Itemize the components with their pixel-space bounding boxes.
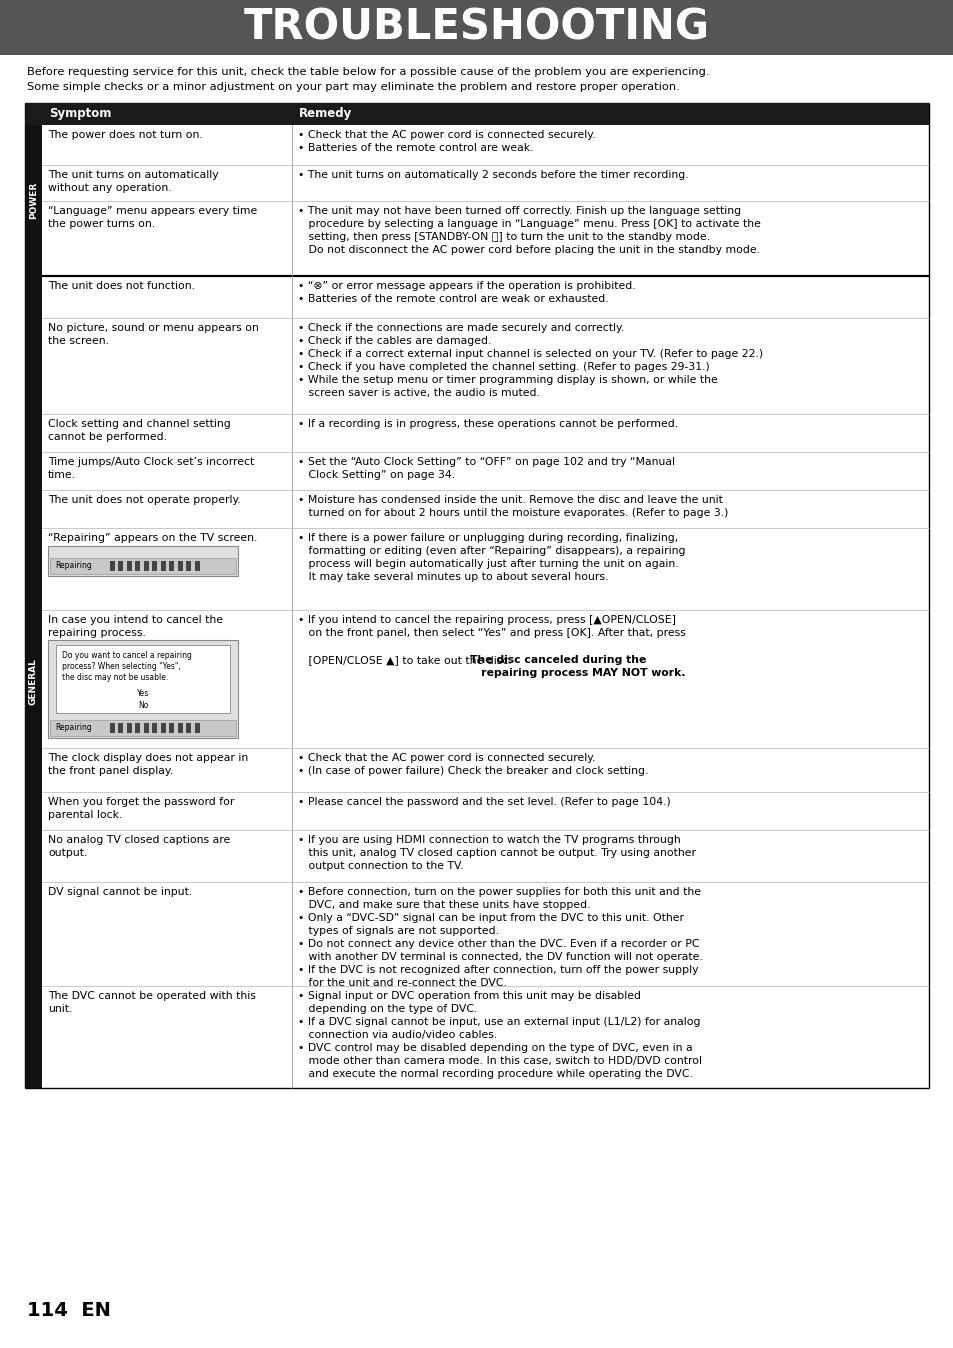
Text: The unit does not operate properly.: The unit does not operate properly. xyxy=(48,495,240,506)
Text: No: No xyxy=(137,701,148,709)
Bar xyxy=(50,720,235,736)
Bar xyxy=(152,723,157,733)
Bar xyxy=(161,723,166,733)
Text: Repairing: Repairing xyxy=(55,724,91,732)
Bar xyxy=(48,546,237,576)
Text: “Repairing” appears on the TV screen.: “Repairing” appears on the TV screen. xyxy=(48,532,257,543)
Text: • Moisture has condensed inside the unit. Remove the disc and leave the unit
   : • Moisture has condensed inside the unit… xyxy=(297,495,727,518)
Bar xyxy=(170,561,174,572)
Text: The DVC cannot be operated with this
unit.: The DVC cannot be operated with this uni… xyxy=(48,991,255,1014)
Bar xyxy=(178,561,183,572)
Text: The disc canceled during the
   repairing process MAY NOT work.: The disc canceled during the repairing p… xyxy=(470,655,685,678)
Text: POWER: POWER xyxy=(29,182,38,220)
Text: [OPEN/CLOSE ▲] to take out the disc.: [OPEN/CLOSE ▲] to take out the disc. xyxy=(297,655,515,665)
Bar xyxy=(50,558,235,574)
Text: TROUBLESHOOTING: TROUBLESHOOTING xyxy=(244,7,709,49)
Text: 114  EN: 114 EN xyxy=(27,1301,111,1320)
Text: • Set the “Auto Clock Setting” to “OFF” on page 102 and try “Manual
   Clock Set: • Set the “Auto Clock Setting” to “OFF” … xyxy=(297,457,675,480)
Bar xyxy=(178,723,183,733)
Text: Some simple checks or a minor adjustment on your part may eliminate the problem : Some simple checks or a minor adjustment… xyxy=(27,82,679,92)
Text: “Language” menu appears every time
the power turns on.: “Language” menu appears every time the p… xyxy=(48,206,257,229)
Text: Before requesting service for this unit, check the table below for a possible ca: Before requesting service for this unit,… xyxy=(27,67,709,77)
Bar xyxy=(194,723,200,733)
Text: • If there is a power failure or unplugging during recording, finalizing,
   for: • If there is a power failure or unplugg… xyxy=(297,532,685,582)
Text: Repairing: Repairing xyxy=(55,562,91,570)
Bar xyxy=(25,276,42,1088)
Text: • If you are using HDMI connection to watch the TV programs through
   this unit: • If you are using HDMI connection to wa… xyxy=(297,834,696,871)
Bar xyxy=(25,125,42,276)
Text: • Before connection, turn on the power supplies for both this unit and the
   DV: • Before connection, turn on the power s… xyxy=(297,887,702,988)
Bar xyxy=(110,723,115,733)
Text: Remedy: Remedy xyxy=(298,108,352,120)
Bar xyxy=(0,0,953,55)
Bar xyxy=(194,561,200,572)
Bar xyxy=(118,723,123,733)
Text: • Check that the AC power cord is connected securely.
• (In case of power failur: • Check that the AC power cord is connec… xyxy=(297,754,648,776)
Text: • Please cancel the password and the set level. (Refer to page 104.): • Please cancel the password and the set… xyxy=(297,797,670,807)
Text: • The unit may not have been turned off correctly. Finish up the language settin: • The unit may not have been turned off … xyxy=(297,206,760,255)
Text: When you forget the password for
parental lock.: When you forget the password for parenta… xyxy=(48,797,234,820)
Bar xyxy=(152,561,157,572)
Text: DV signal cannot be input.: DV signal cannot be input. xyxy=(48,887,193,896)
Bar xyxy=(135,723,140,733)
Text: The unit turns on automatically
without any operation.: The unit turns on automatically without … xyxy=(48,170,218,193)
Text: Clock setting and channel setting
cannot be performed.: Clock setting and channel setting cannot… xyxy=(48,419,231,442)
Bar xyxy=(161,561,166,572)
Text: Yes: Yes xyxy=(136,689,149,697)
Text: No picture, sound or menu appears on
the screen.: No picture, sound or menu appears on the… xyxy=(48,324,258,346)
Text: Time jumps/Auto Clock set’s incorrect
time.: Time jumps/Auto Clock set’s incorrect ti… xyxy=(48,457,254,480)
Text: • If you intend to cancel the repairing process, press [▲OPEN/CLOSE]
   on the f: • If you intend to cancel the repairing … xyxy=(297,615,685,651)
Text: Do you want to cancel a repairing
process? When selecting "Yes",
the disc may no: Do you want to cancel a repairing proces… xyxy=(62,651,192,682)
Bar xyxy=(25,102,928,125)
Text: In case you intend to cancel the
repairing process.: In case you intend to cancel the repairi… xyxy=(48,615,223,638)
Text: The clock display does not appear in
the front panel display.: The clock display does not appear in the… xyxy=(48,754,248,776)
Text: The unit does not function.: The unit does not function. xyxy=(48,280,194,291)
Bar xyxy=(48,640,237,737)
Bar xyxy=(170,723,174,733)
Bar xyxy=(118,561,123,572)
Text: • “⊗” or error message appears if the operation is prohibited.
• Batteries of th: • “⊗” or error message appears if the op… xyxy=(297,280,635,305)
Text: • Signal input or DVC operation from this unit may be disabled
   depending on t: • Signal input or DVC operation from thi… xyxy=(297,991,701,1080)
Bar xyxy=(186,561,192,572)
Bar xyxy=(56,644,230,713)
Text: GENERAL: GENERAL xyxy=(29,659,38,705)
Text: • Check if the connections are made securely and correctly.
• Check if the cable: • Check if the connections are made secu… xyxy=(297,324,762,398)
Text: • If a recording is in progress, these operations cannot be performed.: • If a recording is in progress, these o… xyxy=(297,419,678,429)
Bar xyxy=(127,723,132,733)
Text: • The unit turns on automatically 2 seconds before the timer recording.: • The unit turns on automatically 2 seco… xyxy=(297,170,688,181)
Text: No analog TV closed captions are
output.: No analog TV closed captions are output. xyxy=(48,834,230,859)
Text: The power does not turn on.: The power does not turn on. xyxy=(48,129,203,140)
Bar xyxy=(186,723,192,733)
Text: Symptom: Symptom xyxy=(49,108,112,120)
Text: • Check that the AC power cord is connected securely.
• Batteries of the remote : • Check that the AC power cord is connec… xyxy=(297,129,595,154)
Bar xyxy=(110,561,115,572)
Bar xyxy=(144,723,149,733)
Bar xyxy=(127,561,132,572)
Bar xyxy=(135,561,140,572)
Bar xyxy=(144,561,149,572)
